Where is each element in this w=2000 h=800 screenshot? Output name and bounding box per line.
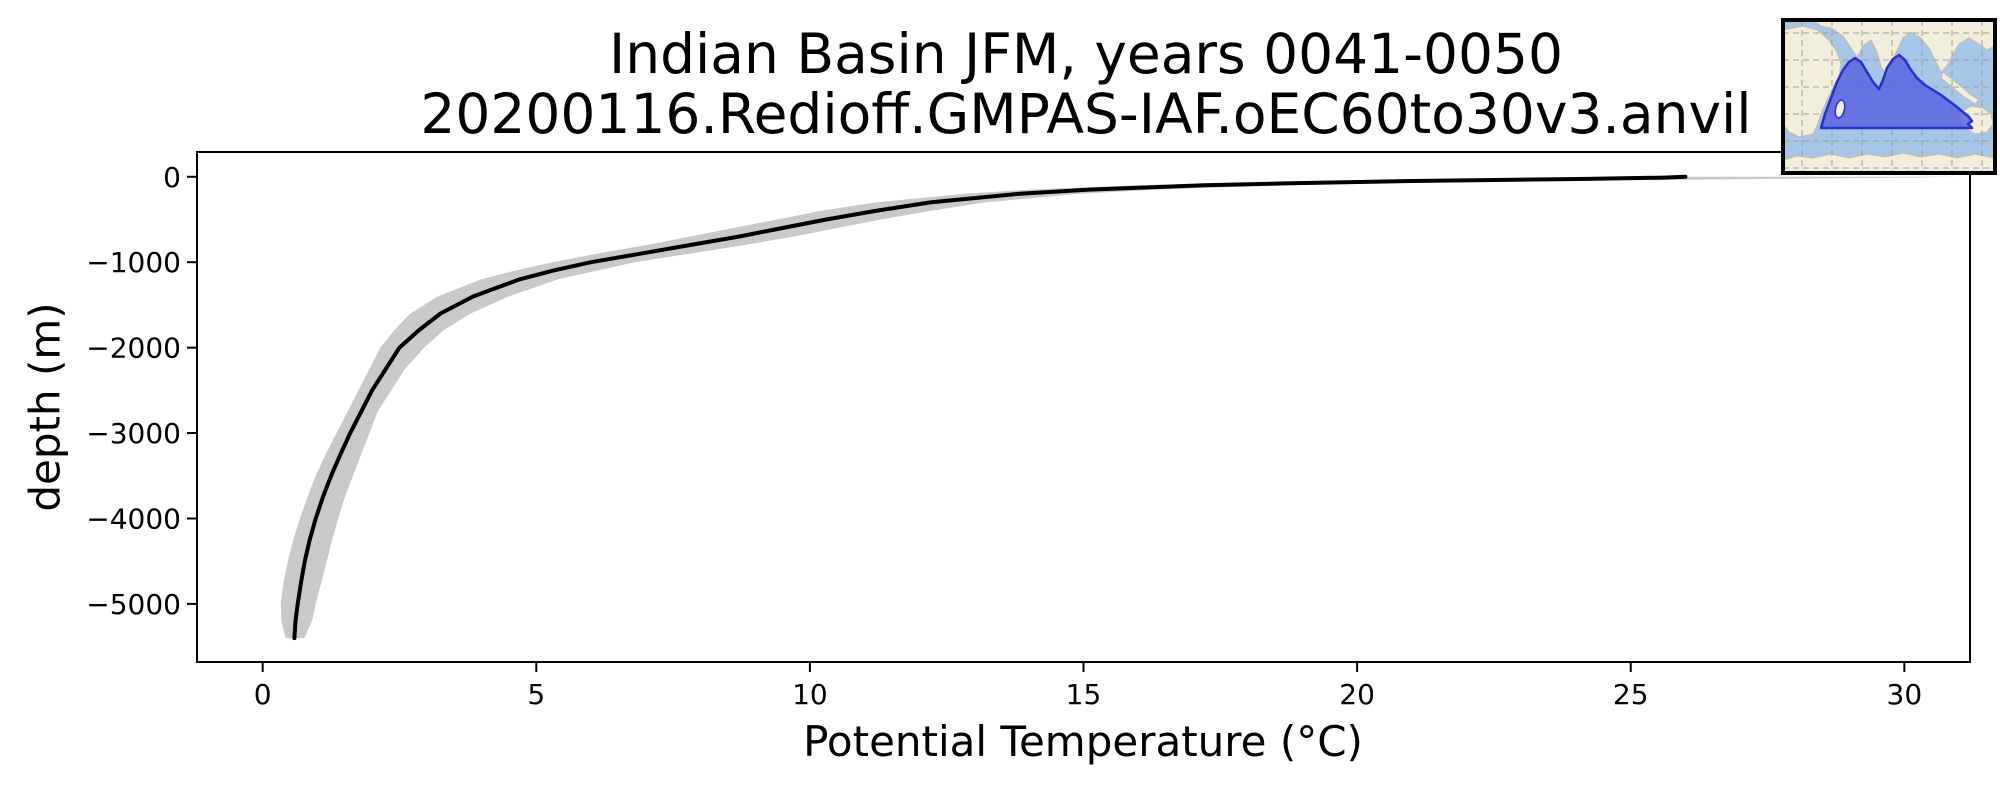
chart-title-line2: 20200116.Redioff.GMPAS-IAF.oEC60to30v3.a… [420,82,1752,146]
inset-border [1781,18,1997,175]
inset-map [1781,18,1997,175]
inset-madagascar-island [1834,99,1846,119]
x-tick-label: 25 [1613,678,1649,711]
x-tick-label: 10 [792,678,828,711]
y-axis: 0 −1000 −2000 −3000 −4000 −5000 [86,161,197,621]
inset-landmass [1782,25,1842,138]
y-tick-label: −1000 [86,246,181,279]
x-tick-label: 20 [1339,678,1375,711]
axes-spines [196,151,1971,663]
plot-area [280,174,1960,641]
x-axis: 0 5 10 15 20 25 30 [254,662,1922,711]
inset-landmass [1940,71,1980,105]
x-axis-label: Potential Temperature (°C) [803,717,1363,766]
y-axis-label: depth (m) [20,302,70,512]
inset-highlight-region [1819,53,1974,130]
x-tick-label: 30 [1887,678,1923,711]
inset-landmass [1811,19,1996,78]
y-tick-label: −2000 [86,332,181,365]
chart-title-line1: Indian Basin JFM, years 0041-0050 [609,22,1563,86]
y-tick-label: 0 [163,161,181,194]
chart-title: Indian Basin JFM, years 0041-0050 202001… [286,24,1886,144]
temperature-profile-line [292,174,1688,641]
y-tick-label: −5000 [86,588,181,621]
y-tick-label: −3000 [86,417,181,450]
y-tick-label: −4000 [86,502,181,535]
spread-band [280,176,1960,639]
x-tick-label: 5 [527,678,545,711]
x-tick-label: 15 [1066,678,1102,711]
x-tick-label: 0 [254,678,272,711]
